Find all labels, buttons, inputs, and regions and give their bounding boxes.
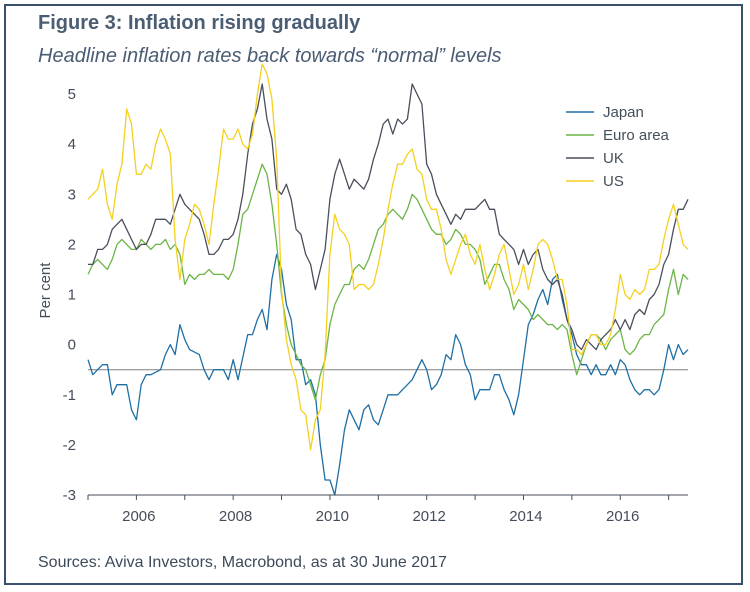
x-tick-label: 2010 xyxy=(316,508,349,525)
y-tick-label: 0 xyxy=(68,337,76,354)
y-tick-label: 3 xyxy=(68,186,76,203)
legend-label: Euro area xyxy=(603,127,670,144)
figure-frame xyxy=(4,4,743,585)
y-tick-label: 1 xyxy=(68,287,76,304)
legend-label: Japan xyxy=(603,104,644,121)
y-axis-ticks: 5 4 3 2 1 0 -1 -2 -3 xyxy=(63,86,76,504)
x-tick-label: 2014 xyxy=(509,508,542,525)
y-tick-label: 4 xyxy=(68,136,76,153)
y-tick-label: -1 xyxy=(63,387,76,404)
y-tick-label: -3 xyxy=(63,487,76,504)
series-line-uk xyxy=(88,83,689,351)
y-tick-label: 5 xyxy=(68,86,76,103)
y-tick-label: -2 xyxy=(63,437,76,454)
y-tick-label: 2 xyxy=(68,236,76,253)
series-line-us xyxy=(87,63,689,451)
legend-label: US xyxy=(603,173,624,190)
x-tick-label: 2006 xyxy=(122,508,155,525)
x-axis-ticks: 2006 2008 2010 2012 2014 2016 xyxy=(87,495,670,525)
source-note: Sources: Aviva Investors, Macrobond, as … xyxy=(38,554,447,571)
figure-subtitle: Headline inflation rates back towards “n… xyxy=(38,45,502,67)
series-layer xyxy=(87,63,689,496)
x-tick-label: 2016 xyxy=(606,508,639,525)
series-line-japan xyxy=(87,253,689,496)
x-tick-label: 2012 xyxy=(412,508,445,525)
legend: Japan Euro area UK US xyxy=(566,104,670,190)
figure-title: Figure 3: Inflation rising gradually xyxy=(38,12,361,34)
legend-label: UK xyxy=(603,150,624,167)
y-axis-label: Per cent xyxy=(37,262,54,319)
x-tick-label: 2008 xyxy=(219,508,252,525)
